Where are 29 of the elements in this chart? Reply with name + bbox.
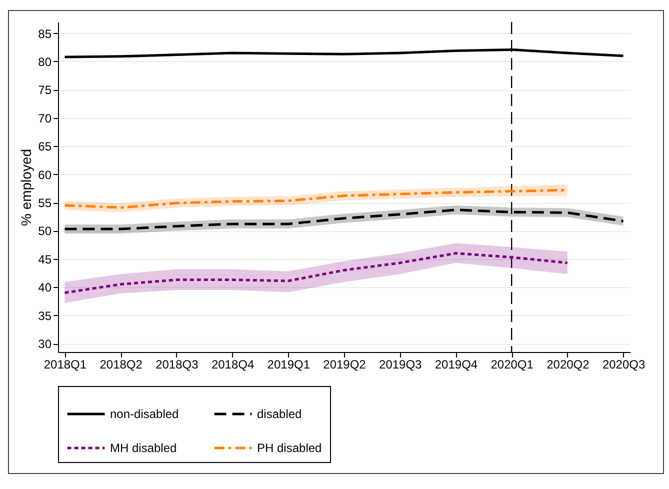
line-series — [63, 252, 569, 294]
y-tick-label: 40 — [38, 280, 52, 295]
x-tick-label: 2020Q2 — [546, 358, 590, 372]
x-tick-label: 2019Q2 — [323, 358, 366, 372]
y-tick-label: 70 — [38, 111, 52, 126]
y-tick-label: 60 — [38, 168, 52, 182]
y-tick-label: 85 — [38, 26, 52, 41]
x-tick-label: 2019Q4 — [434, 358, 478, 372]
y-tick-label: 55 — [38, 196, 52, 210]
x-tick-label: 2018Q2 — [100, 358, 143, 372]
y-tick-label: 50 — [38, 224, 52, 238]
x-tick-label: 2019Q3 — [379, 358, 422, 372]
x-tick-label: 2018Q4 — [211, 358, 254, 372]
y-tick-label: 30 — [38, 337, 52, 352]
x-tick-label: 2018Q3 — [156, 358, 199, 372]
legend-label: disabled — [257, 407, 302, 421]
y-tick-label: 80 — [38, 54, 52, 69]
legend-label: PH disabled — [257, 441, 322, 455]
y-tick-label: 75 — [38, 83, 52, 98]
y-axis-title: % employed — [18, 148, 34, 226]
legend-label: MH disabled — [110, 441, 177, 455]
x-tick-label: 2020Q1 — [490, 358, 534, 372]
y-tick-label: 65 — [38, 140, 52, 154]
y-tick-label: 35 — [38, 308, 52, 323]
y-tick-label: 45 — [38, 252, 52, 266]
x-tick-label: 2018Q1 — [44, 358, 87, 372]
x-tick-label: 2019Q1 — [267, 358, 310, 372]
legend-label: non-disabled — [110, 407, 179, 421]
x-tick-label: 2020Q3 — [602, 358, 646, 372]
